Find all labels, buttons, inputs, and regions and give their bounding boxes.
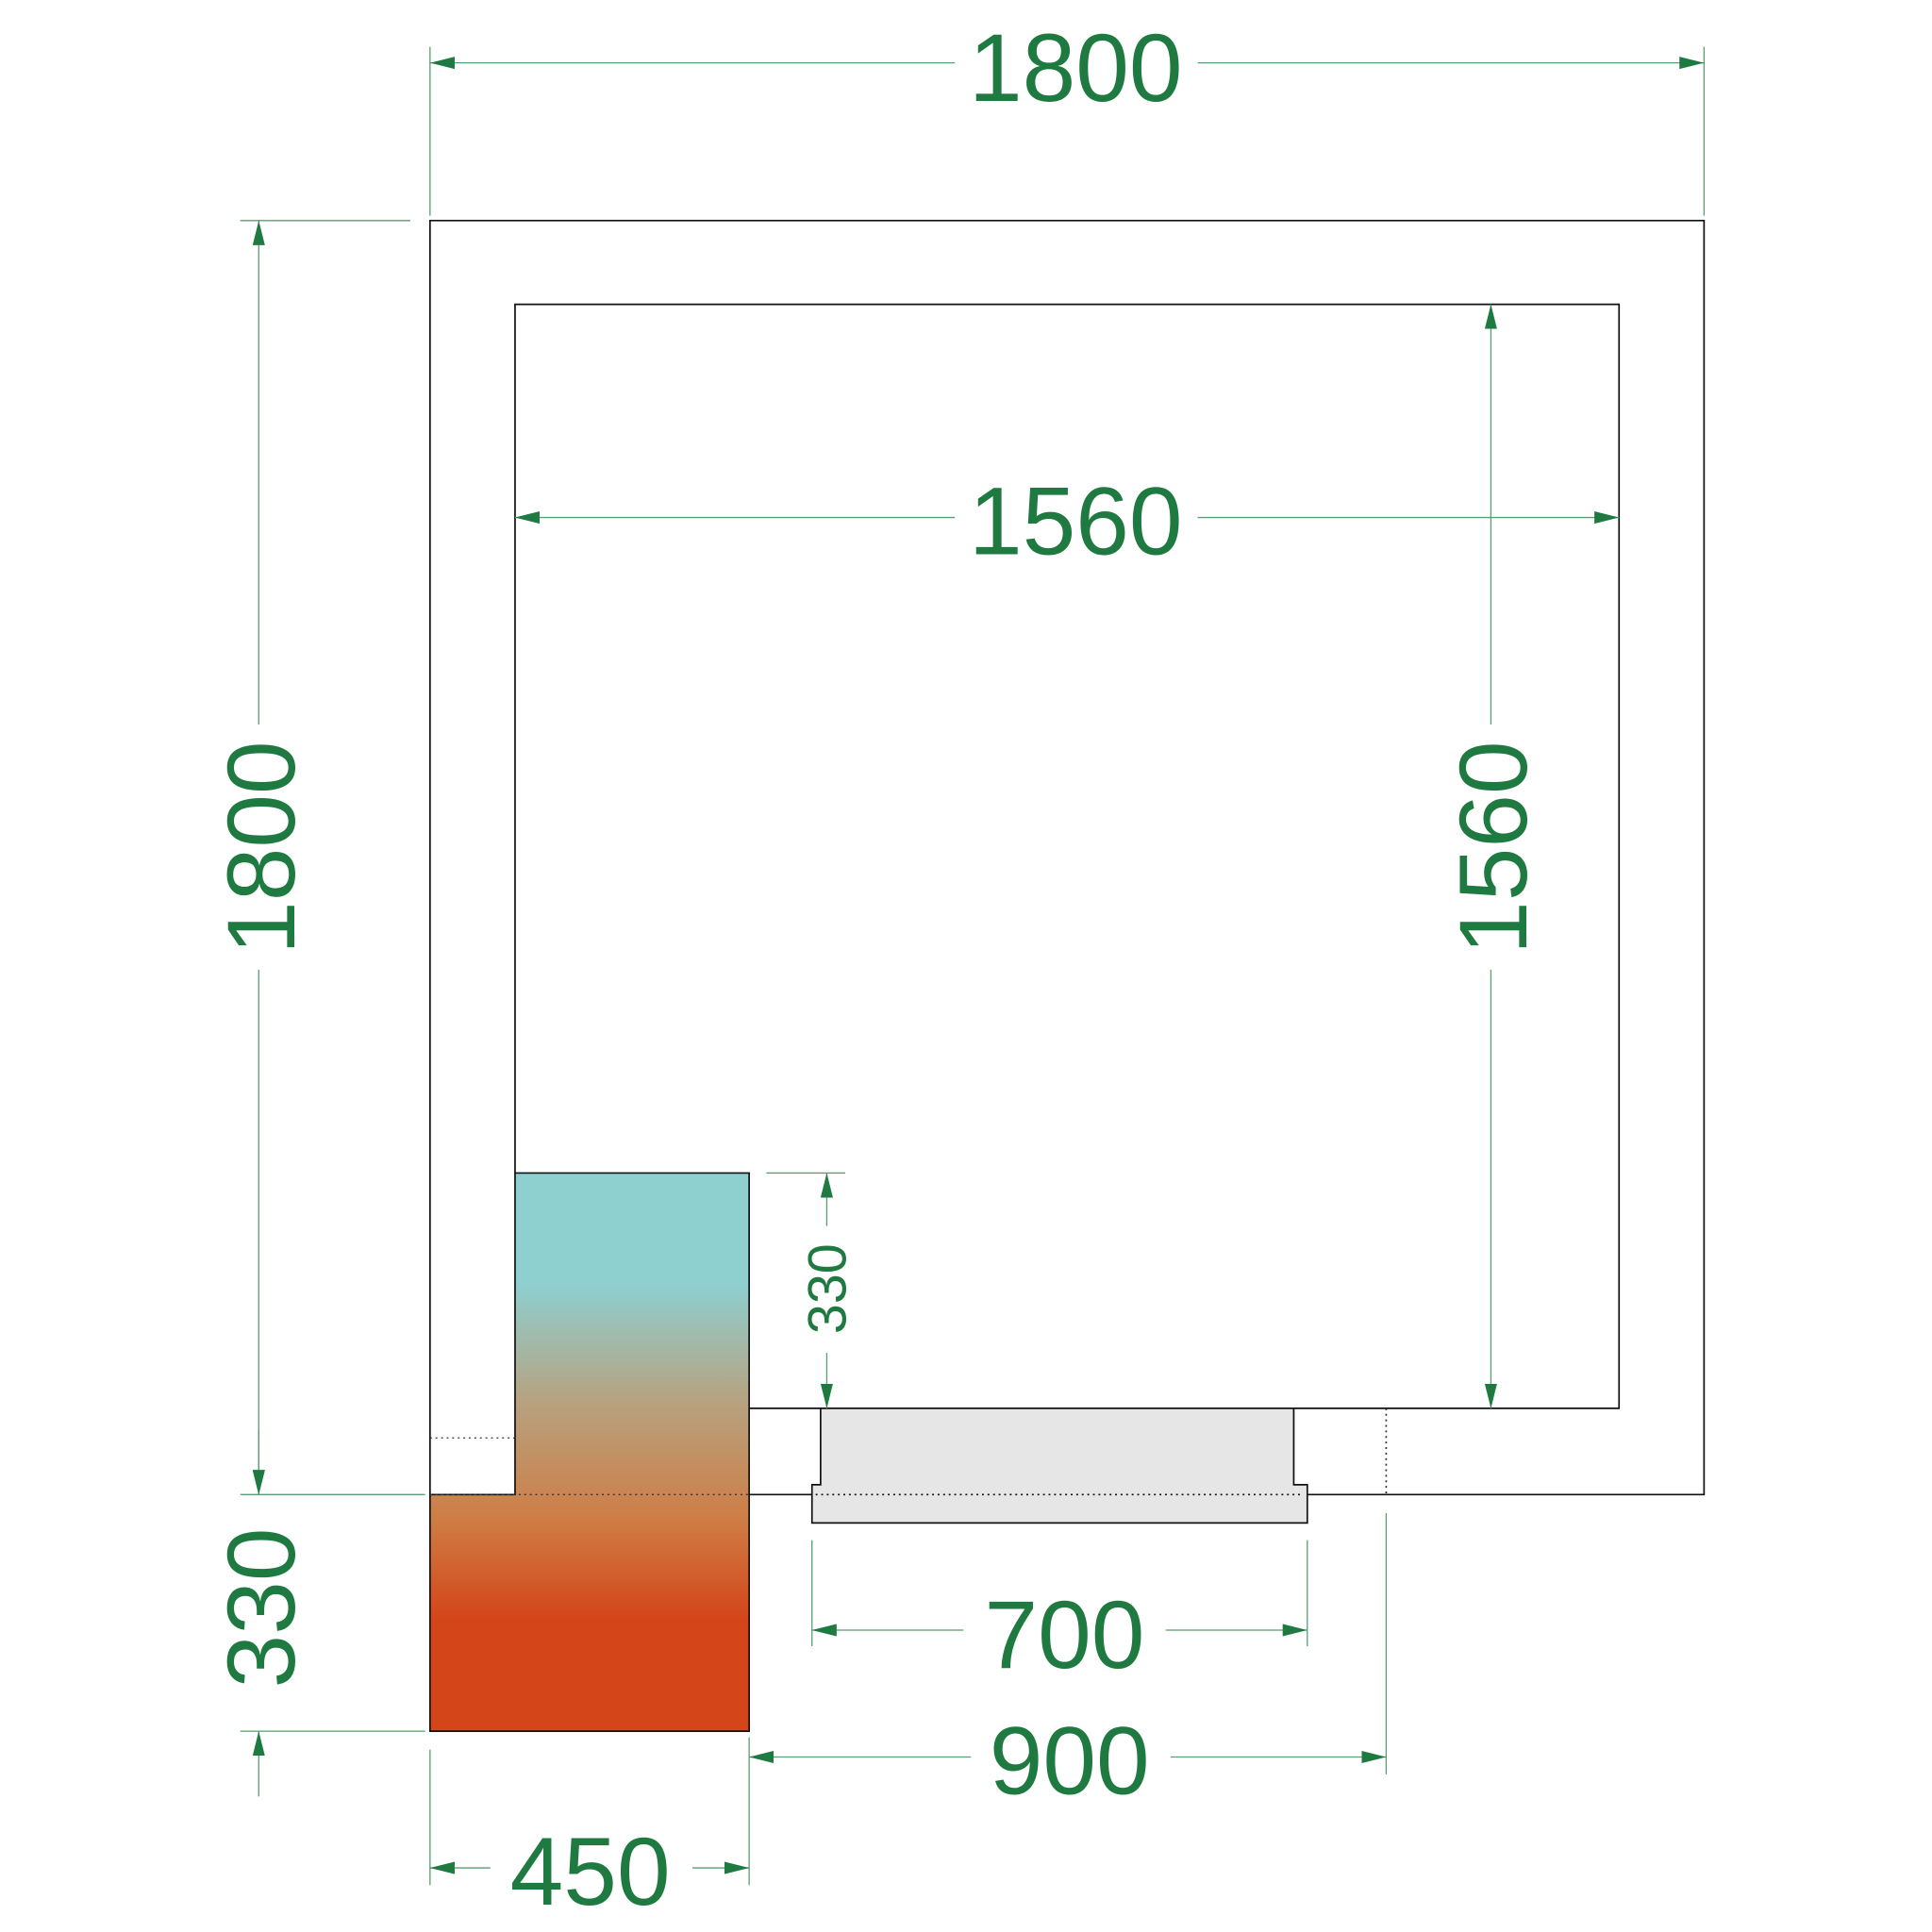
dimension-inner-width: 1560 xyxy=(514,467,1620,575)
dimension-unit-width: 450 xyxy=(429,1818,750,1925)
dimension-label: 900 xyxy=(990,1707,1150,1814)
dimension-label: 1560 xyxy=(1440,741,1547,955)
dimension-unit-depth-inside: 330 xyxy=(798,1173,858,1408)
dimension-outer-depth: 1800 xyxy=(208,220,315,1495)
refrigeration-unit xyxy=(428,1172,750,1732)
dimension-label: 330 xyxy=(798,1243,858,1334)
dimension-unit-depth-outside: 330 xyxy=(208,1429,315,1797)
dimension-label: 700 xyxy=(985,1581,1145,1689)
door[interactable] xyxy=(810,1407,1308,1524)
dimension-label: 1560 xyxy=(969,467,1183,575)
outer-wall xyxy=(428,219,1706,1732)
dimension-door-clear-width: 700 xyxy=(811,1581,1307,1689)
dimension-label: 330 xyxy=(208,1528,315,1689)
dimension-label: 1800 xyxy=(969,14,1183,122)
dimension-outer-width: 1800 xyxy=(429,14,1705,122)
extension-lines xyxy=(240,46,1706,1886)
dimension-door-frame-width: 900 xyxy=(749,1707,1387,1814)
dimension-inner-depth: 1560 xyxy=(1440,304,1547,1408)
dimension-label: 1800 xyxy=(208,741,315,955)
dimension-label: 450 xyxy=(510,1818,671,1925)
